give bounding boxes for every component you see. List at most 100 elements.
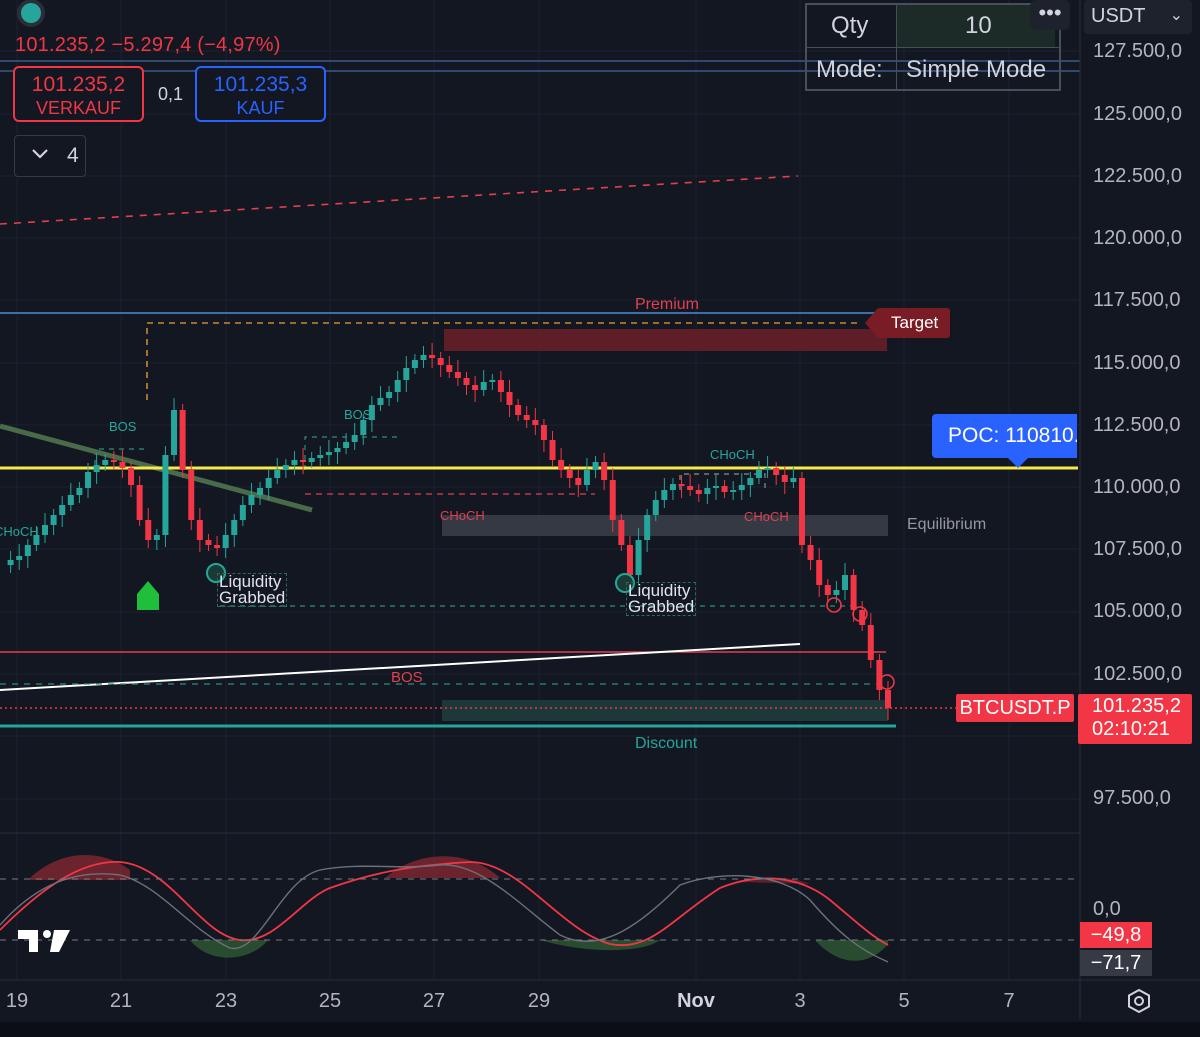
candle (833, 590, 840, 595)
grabbed-text: Grabbed (219, 588, 286, 607)
candle (540, 425, 547, 440)
bos-label: BOS (391, 669, 423, 686)
panel-divider (807, 47, 1059, 48)
candle (136, 485, 143, 520)
candle (515, 405, 522, 415)
candle (153, 535, 160, 540)
candle (437, 358, 444, 365)
price-tick: 112.500,0 (1093, 414, 1181, 436)
candle (721, 486, 728, 492)
candle (532, 420, 539, 425)
price-tick: 97.500,0 (1093, 787, 1171, 809)
candle (24, 545, 31, 556)
candle (463, 378, 470, 385)
indicator-count: 4 (67, 144, 79, 167)
candle (764, 468, 771, 470)
candle (876, 660, 883, 690)
candle (850, 575, 857, 610)
price-tick: 115.000,0 (1093, 352, 1181, 374)
candle (119, 462, 126, 468)
osc-zero-label: 0,0 (1093, 898, 1121, 920)
liquidity-grabbed-label: Liquidity Grabbed (626, 582, 697, 616)
equilibrium-label: Equilibrium (907, 516, 987, 533)
candle (859, 610, 866, 625)
candle (816, 560, 823, 585)
qty-input[interactable]: 10 (965, 12, 992, 39)
indicators-toggle-button[interactable]: 4 (14, 135, 86, 177)
candle (472, 385, 479, 390)
candle (558, 460, 565, 470)
time-tick: 27 (422, 990, 446, 1012)
candle (205, 540, 212, 545)
liquidity-text: Liquidity (219, 572, 282, 591)
candle (33, 535, 40, 545)
candle (351, 435, 358, 442)
buy-price: 101.235,3 (213, 73, 308, 96)
price-tick: 120.000,0 (1093, 227, 1182, 249)
time-tick: 7 (1003, 990, 1015, 1012)
candle (669, 484, 676, 490)
buy-button[interactable]: 101.235,3 KAUF (195, 66, 326, 122)
candle (429, 355, 436, 358)
oscillator-pane (0, 855, 889, 963)
order-panel: Qty 10 Mode: Simple Mode (805, 3, 1061, 91)
candle (16, 556, 23, 560)
candle (128, 468, 135, 485)
candle (171, 410, 178, 455)
candle (110, 460, 117, 462)
candle (411, 360, 418, 368)
candle (712, 486, 719, 488)
candle (420, 355, 427, 360)
sell-label: VERKAUF (35, 98, 122, 118)
candle (747, 478, 754, 485)
candle (394, 380, 401, 392)
grabbed-text: Grabbed (628, 597, 695, 616)
candle (317, 455, 324, 458)
candle (325, 452, 332, 455)
candle (67, 495, 74, 505)
sell-signal-marker (879, 674, 895, 690)
bos-label: BOS (109, 419, 137, 434)
choch-label: CHoCH (744, 509, 789, 524)
price-tick: 107.500,0 (1093, 538, 1182, 560)
sell-signal-marker (826, 597, 842, 613)
candle (343, 442, 350, 448)
candle (738, 485, 745, 490)
buy-label: KAUF (236, 98, 285, 118)
candle (592, 462, 599, 470)
currency-label: USDT (1091, 5, 1146, 27)
candle (102, 460, 109, 465)
poc-label: POC: 110810. (932, 414, 1077, 458)
candle (601, 462, 608, 480)
candle (790, 478, 797, 482)
candle (583, 470, 590, 485)
settings-icon[interactable] (1126, 988, 1152, 1014)
osc-oversold-fill (540, 940, 660, 951)
premium-zone (444, 329, 887, 351)
candle (239, 505, 246, 520)
candle (188, 470, 195, 520)
candle (867, 625, 874, 660)
candle (360, 420, 367, 435)
osc-oversold-fill (190, 940, 268, 958)
candle (377, 398, 384, 405)
candle (291, 460, 298, 465)
candle (231, 520, 238, 535)
bos-dashed-line (304, 436, 398, 470)
candle (368, 405, 375, 420)
tradingview-logo-icon (18, 930, 70, 952)
candle (265, 478, 272, 488)
sell-button[interactable]: 101.235,2 VERKAUF (13, 66, 144, 122)
candle (489, 380, 496, 382)
more-icon[interactable]: ••• (1030, 0, 1070, 30)
bottom-strip (0, 1022, 1200, 1037)
currency-select[interactable]: USDT ⌄ (1084, 0, 1192, 34)
price-tick: 127.500,0 (1093, 40, 1182, 62)
candle (798, 478, 805, 545)
mode-select[interactable]: Simple Mode (906, 56, 1047, 83)
mode-label: Mode: (816, 56, 883, 83)
candle (308, 458, 315, 462)
premium-label: Premium (635, 296, 700, 313)
candle (274, 470, 281, 478)
